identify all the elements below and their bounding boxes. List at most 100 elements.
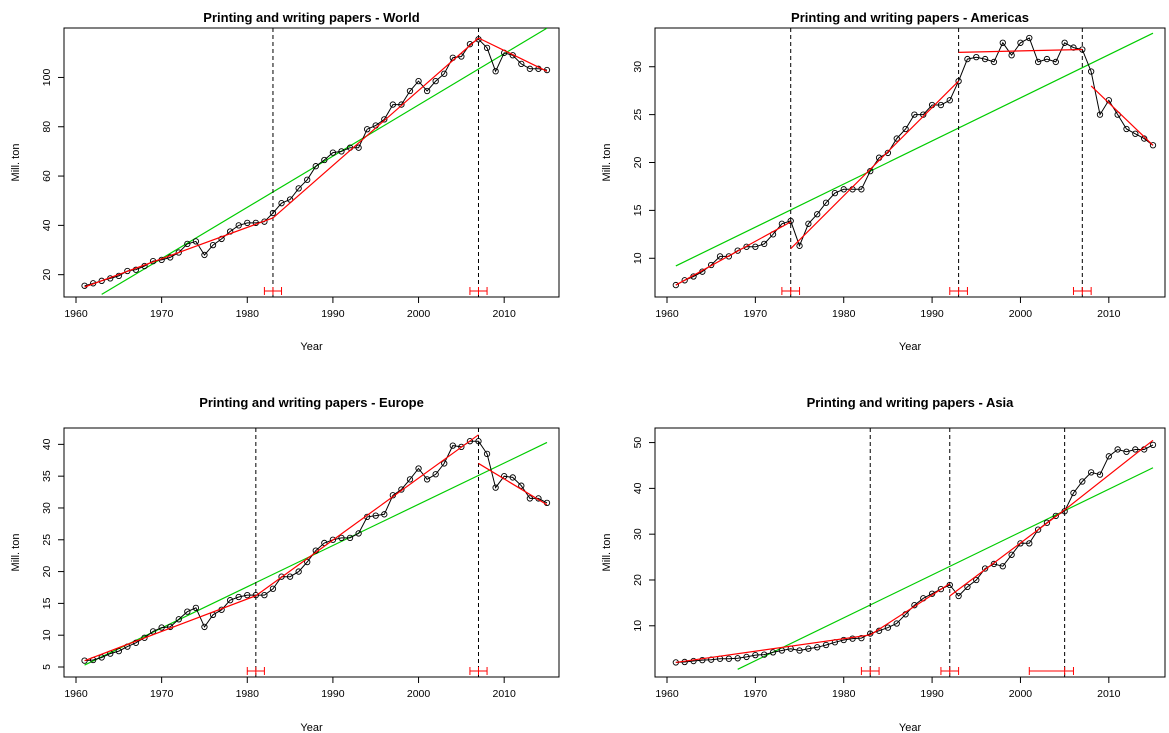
data-point — [329, 149, 337, 156]
x-tick-label: 1970 — [744, 308, 768, 320]
data-point — [858, 186, 865, 193]
data-point — [338, 534, 345, 542]
data-point — [278, 573, 285, 580]
x-tick-label: 2010 — [1097, 308, 1121, 320]
y-tick-label: 20 — [632, 157, 644, 169]
x-axis-label: Year — [899, 341, 922, 353]
data-point — [235, 593, 242, 601]
data-point — [492, 484, 499, 491]
data-point — [175, 616, 182, 623]
data-point — [526, 65, 534, 72]
panel-world: Printing and writing papers - World Year M… — [10, 10, 560, 353]
linear-fit-line — [84, 441, 548, 666]
data-point — [796, 242, 803, 249]
data-point — [787, 217, 794, 225]
data-point — [1096, 111, 1104, 118]
data-point — [681, 277, 688, 284]
plot-frame — [654, 427, 1166, 678]
data-point — [708, 261, 715, 269]
y-tick-label: 40 — [41, 219, 53, 231]
y-axis-label: Mill. ton — [601, 144, 613, 182]
plot-area — [81, 428, 551, 677]
data-point — [209, 241, 217, 249]
data-point — [734, 655, 741, 662]
piecewise-fit-segment — [790, 80, 960, 250]
data-point — [226, 597, 234, 604]
data-point — [1052, 512, 1059, 520]
data-point — [304, 176, 311, 183]
data-point — [483, 450, 491, 458]
observed-series-line — [84, 440, 548, 662]
data-point — [964, 583, 971, 590]
y-tick-label: 25 — [41, 534, 53, 546]
y-tick-label: 25 — [632, 109, 644, 121]
y-tick-label: 40 — [632, 482, 644, 494]
plot-area — [81, 28, 551, 297]
data-point — [158, 624, 165, 631]
x-tick-label: 2000 — [407, 688, 431, 700]
data-point — [981, 565, 989, 572]
data-point — [955, 77, 962, 85]
data-point — [509, 52, 516, 59]
piecewise-fit-segment — [272, 37, 479, 219]
data-point — [98, 277, 105, 284]
y-tick-label: 15 — [41, 597, 53, 609]
chart-title: Printing and writing papers - Asia — [807, 395, 1015, 410]
data-point — [201, 623, 208, 631]
data-point — [192, 604, 200, 611]
data-point — [1079, 478, 1086, 485]
data-point — [295, 568, 302, 575]
data-point — [492, 68, 499, 75]
data-point — [999, 563, 1006, 570]
y-tick-label: 20 — [632, 574, 644, 586]
data-point — [946, 97, 953, 104]
data-point — [884, 149, 892, 157]
x-tick-label: 1960 — [64, 688, 88, 700]
x-tick-label: 1990 — [920, 688, 944, 700]
data-point — [1061, 39, 1068, 46]
data-point — [1123, 448, 1130, 455]
data-point — [449, 442, 456, 449]
data-point — [999, 39, 1006, 46]
y-tick-label: 100 — [41, 69, 53, 87]
data-point — [1105, 453, 1112, 460]
y-tick-label: 30 — [632, 61, 644, 73]
x-tick-label: 1990 — [920, 308, 944, 320]
data-point — [990, 58, 998, 66]
data-point — [1132, 446, 1139, 453]
data-point — [1149, 142, 1157, 149]
data-point — [725, 253, 733, 260]
data-point — [734, 247, 741, 254]
data-point — [973, 576, 980, 584]
x-tick-label: 2000 — [1009, 308, 1033, 320]
observed-series-line — [675, 37, 1154, 286]
data-point — [398, 101, 405, 108]
plot-area — [672, 428, 1157, 677]
x-tick-label: 2010 — [493, 688, 517, 700]
data-point — [364, 126, 371, 133]
data-point — [690, 657, 697, 665]
data-point — [937, 101, 945, 109]
data-point — [814, 211, 821, 218]
piecewise-fit-segment — [1090, 85, 1154, 146]
y-tick-label: 10 — [632, 620, 644, 632]
data-point — [893, 135, 900, 142]
data-point — [432, 77, 439, 85]
data-point — [699, 656, 706, 664]
data-point — [141, 634, 148, 641]
x-tick-label: 1980 — [832, 308, 856, 320]
piecewise-fit-segment — [84, 217, 274, 288]
data-point — [1096, 471, 1104, 478]
data-point — [372, 512, 379, 519]
x-tick-label: 1980 — [832, 688, 856, 700]
data-point — [1087, 469, 1095, 476]
data-point — [1043, 55, 1051, 63]
data-point — [329, 536, 337, 543]
y-tick-label: 10 — [41, 629, 53, 641]
plot-frame — [63, 27, 560, 298]
data-point — [175, 249, 182, 256]
data-point — [981, 55, 989, 63]
data-point — [805, 645, 812, 652]
y-axis-label: Mill. ton — [601, 534, 613, 572]
